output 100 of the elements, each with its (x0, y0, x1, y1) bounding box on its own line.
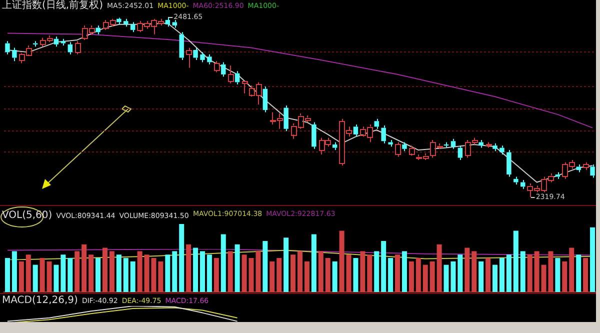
bar (569, 248, 574, 292)
candlestick (193, 47, 198, 60)
bar (54, 264, 59, 292)
bar (416, 258, 421, 292)
bar (82, 244, 87, 292)
bar (68, 258, 73, 292)
bar (472, 251, 477, 292)
candlestick (332, 142, 338, 151)
candlestick (381, 125, 386, 144)
bar (408, 261, 414, 292)
chart-title: 上证指数(日线,前复权) (2, 0, 103, 11)
candlestick (179, 32, 184, 60)
bar (206, 254, 212, 292)
bar (367, 254, 372, 292)
chart-title: MACD(12,26,9) (2, 295, 78, 306)
bar (583, 258, 588, 292)
candlestick (5, 40, 10, 55)
candlestick (12, 47, 17, 62)
bar (158, 261, 164, 292)
bar (12, 251, 17, 292)
bar (353, 258, 358, 292)
bar (297, 251, 303, 292)
bar (284, 238, 289, 292)
bar (436, 244, 442, 292)
bar (276, 258, 282, 292)
bar (96, 258, 101, 292)
bar (506, 254, 512, 292)
bar (555, 258, 560, 292)
candlestick (96, 25, 100, 35)
bar (318, 251, 324, 292)
bar (381, 241, 386, 292)
candlestick (130, 22, 136, 33)
bar (46, 261, 52, 292)
candlestick (207, 54, 212, 65)
bar (520, 251, 526, 292)
bar (18, 261, 24, 292)
bar (26, 254, 31, 292)
candlestick (116, 17, 122, 25)
candlestick (590, 164, 595, 178)
candlestick (221, 62, 226, 78)
candlestick (458, 145, 463, 161)
bar (304, 261, 310, 292)
candlestick (374, 118, 379, 130)
bar (123, 258, 128, 292)
bar (116, 254, 122, 292)
bar (214, 258, 219, 292)
candlestick (68, 42, 73, 55)
bar (464, 248, 470, 292)
candlestick (262, 86, 268, 113)
bar (102, 248, 108, 292)
candlestick (200, 52, 205, 63)
bar (388, 258, 394, 292)
bar (562, 261, 568, 292)
bar (200, 251, 205, 292)
candlestick (500, 145, 504, 155)
candlestick (514, 176, 518, 185)
candlestick (284, 105, 288, 132)
bar (4, 258, 10, 292)
bar (325, 258, 330, 292)
bar (422, 264, 428, 292)
bar (311, 234, 316, 292)
bar (402, 251, 407, 292)
bar (576, 254, 582, 292)
bar (513, 230, 518, 292)
bar (40, 258, 45, 292)
candlestick (312, 122, 316, 150)
bar (534, 251, 540, 292)
bar (499, 258, 504, 292)
bar (430, 261, 435, 292)
bar (478, 261, 484, 292)
candlestick (402, 142, 407, 152)
bar (88, 254, 94, 292)
bar (60, 254, 66, 292)
bar (262, 241, 268, 292)
bar (374, 251, 380, 292)
bar (109, 251, 114, 292)
bar (527, 254, 532, 292)
bar (458, 254, 463, 292)
bar (179, 224, 184, 292)
candlestick (234, 70, 240, 85)
bar (186, 244, 192, 292)
bar (220, 234, 226, 292)
bar (360, 251, 366, 292)
bar (165, 254, 170, 292)
bar (234, 244, 240, 292)
bar (193, 248, 198, 292)
bar (590, 227, 596, 292)
bar (172, 251, 178, 292)
bar (130, 261, 136, 292)
bar (332, 261, 338, 292)
bar (228, 251, 233, 292)
bar (137, 251, 142, 292)
bar (492, 264, 498, 292)
bar (74, 251, 80, 292)
bar (290, 254, 296, 292)
bar (395, 254, 400, 292)
bar (32, 264, 38, 292)
candlestick (54, 36, 59, 48)
candlestick (450, 138, 456, 150)
candlestick (478, 140, 484, 148)
